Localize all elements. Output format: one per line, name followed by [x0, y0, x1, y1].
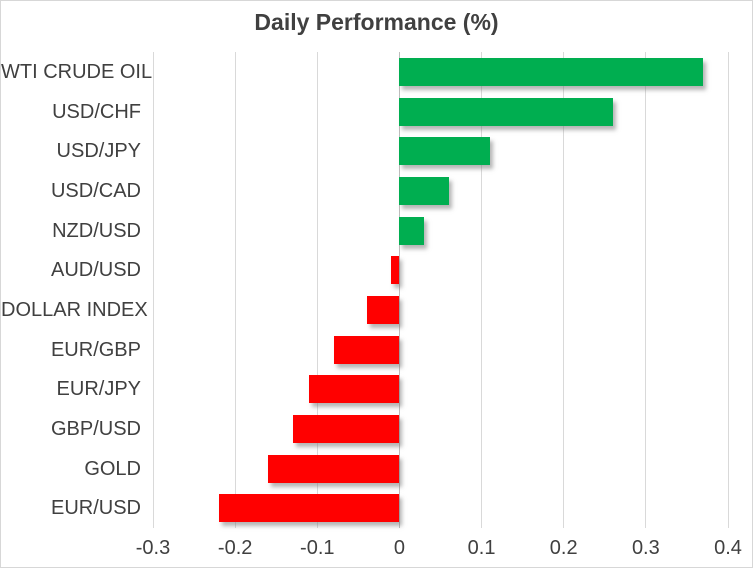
category-label: GOLD: [84, 457, 141, 480]
bar-eur-jpy: [309, 375, 400, 404]
x-tick-label: 0.3: [631, 537, 660, 559]
bar-gbp-usd: [292, 414, 400, 443]
bar-usd-cad: [399, 176, 449, 205]
bar-dollar-index: [366, 295, 400, 324]
category-label: NZD/USD: [52, 219, 141, 242]
bar-gold: [268, 454, 400, 483]
x-gridline: [152, 52, 154, 528]
category-label: GBP/USD: [50, 417, 141, 440]
zero-axis-line: [398, 52, 400, 528]
category-label: USD/CHF: [52, 100, 141, 123]
category-label: EUR/GBP: [50, 338, 141, 361]
x-gridline: [645, 52, 647, 528]
x-gridline: [727, 52, 729, 528]
chart-title: Daily Performance (%): [254, 9, 499, 35]
bar-nzd-usd: [399, 216, 425, 245]
category-label: AUD/USD: [50, 259, 141, 282]
x-tick-label: 0.2: [549, 537, 578, 559]
category-label: EUR/JPY: [56, 378, 141, 401]
bar-usd-jpy: [399, 137, 490, 166]
x-tick-label: -0.1: [300, 537, 335, 559]
category-label: EUR/USD: [50, 497, 141, 520]
x-gridline: [316, 52, 318, 528]
bar-eur-usd: [218, 494, 400, 523]
bar-eur-gbp: [333, 335, 400, 364]
x-tick-label: 0.1: [467, 537, 496, 559]
x-gridline: [563, 52, 565, 528]
x-tick-label: -0.3: [135, 537, 171, 559]
bar-usd-chf: [399, 97, 613, 126]
category-label: USD/JPY: [56, 140, 141, 163]
bar-wti-crude-oil: [399, 57, 704, 86]
x-gridline: [234, 52, 236, 528]
category-label: USD/CAD: [50, 179, 141, 202]
x-tick-label: 0.4: [714, 537, 742, 559]
category-label: DOLLAR INDEX: [1, 298, 148, 321]
x-tick-label: 0: [393, 537, 405, 559]
x-tick-label: -0.2: [217, 537, 253, 559]
x-gridline: [481, 52, 483, 528]
bar-aud-usd: [391, 256, 400, 285]
category-label: WTI CRUDE OIL: [1, 60, 153, 83]
